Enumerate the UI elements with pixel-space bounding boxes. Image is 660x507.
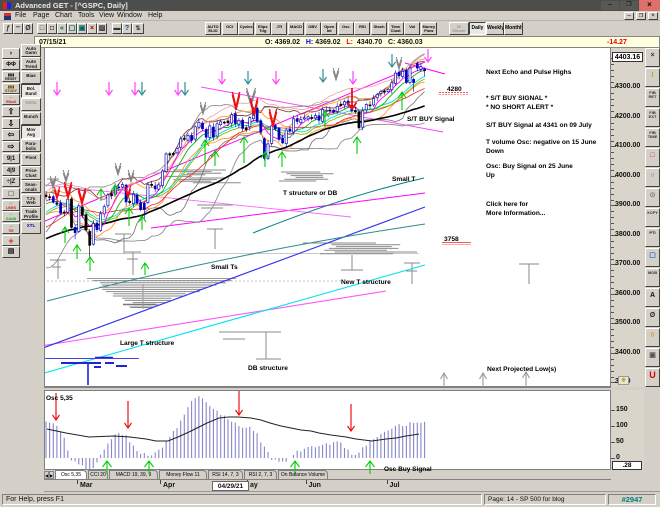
svg-text:Next Projected Low(s): Next Projected Low(s) <box>487 366 556 373</box>
svg-text:Osc 5,35: Osc 5,35 <box>46 395 73 402</box>
svg-text:DB structure: DB structure <box>248 365 288 372</box>
svg-text:Large T structure: Large T structure <box>120 340 175 347</box>
svg-text:4280: 4280 <box>447 86 462 93</box>
svg-text:S/T BUY Signal at 4341 on 09 J: S/T BUY Signal at 4341 on 09 July <box>486 122 592 129</box>
svg-text:More Information...: More Information... <box>486 210 546 217</box>
svg-text:* NO SHORT ALERT *: * NO SHORT ALERT * <box>486 104 554 111</box>
svg-text:S/T BUY Signal: S/T BUY Signal <box>407 116 455 123</box>
svg-text:Osc: Buy Signal on 25 June: Osc: Buy Signal on 25 June <box>486 163 573 170</box>
svg-text:3758: 3758 <box>444 236 459 243</box>
svg-text:Up: Up <box>486 172 495 179</box>
svg-text:New T structure: New T structure <box>341 279 391 286</box>
svg-text:Next Echo and Pulse Highs: Next Echo and Pulse Highs <box>486 69 572 76</box>
svg-text:Small Ts: Small Ts <box>211 264 238 271</box>
svg-text:Down: Down <box>486 148 504 155</box>
svg-text:Small T: Small T <box>392 176 415 183</box>
svg-text:Click here for: Click here for <box>486 201 529 208</box>
svg-text:T volume Osc: negative on 15 J: T volume Osc: negative on 15 June <box>486 139 597 146</box>
svg-text:T structure or DB: T structure or DB <box>283 190 337 197</box>
svg-text:* S/T BUY SIGNAL *: * S/T BUY SIGNAL * <box>486 95 548 102</box>
